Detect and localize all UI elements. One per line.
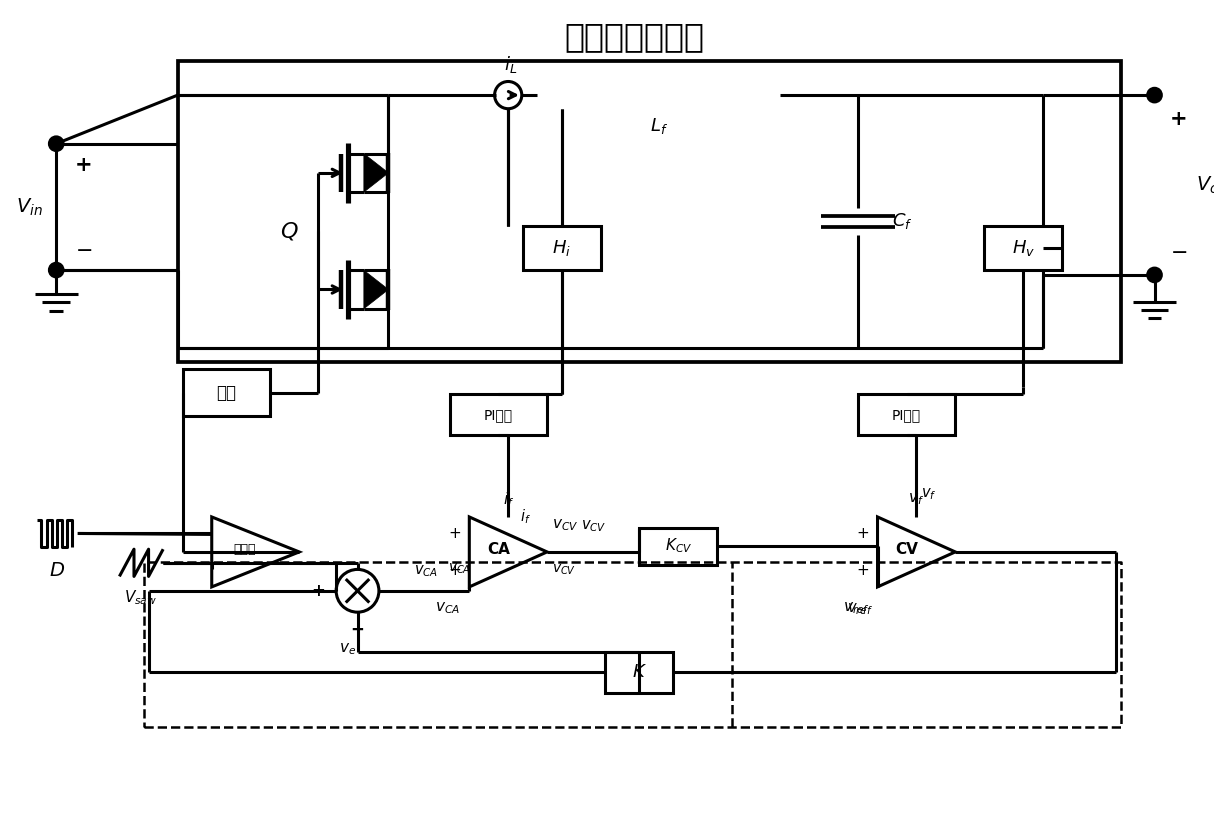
Text: $i_L$: $i_L$ (505, 53, 517, 75)
Text: $Q$: $Q$ (280, 220, 299, 242)
Text: $V_{in}$: $V_{in}$ (16, 196, 42, 218)
Bar (523, 227, 601, 270)
Text: PI补偿: PI补偿 (892, 408, 921, 422)
Text: $v_{ref}$: $v_{ref}$ (847, 602, 873, 617)
Text: $v_f$: $v_f$ (908, 492, 924, 507)
Bar (606, 652, 674, 693)
Bar (450, 394, 548, 435)
Polygon shape (364, 270, 388, 309)
Text: $V_o$: $V_o$ (1197, 174, 1214, 195)
Text: CA: CA (487, 542, 510, 557)
Bar (182, 369, 270, 416)
Circle shape (50, 264, 63, 277)
Text: $v_f$: $v_f$ (921, 487, 937, 502)
Text: $K$: $K$ (632, 663, 647, 681)
Text: +: + (448, 563, 461, 578)
Text: 电力电子变换器: 电力电子变换器 (565, 21, 704, 53)
Text: $v_{CA}$: $v_{CA}$ (448, 562, 471, 576)
Text: CV: CV (896, 542, 919, 557)
Text: 驱动: 驱动 (216, 383, 237, 401)
Text: $H_v$: $H_v$ (1011, 238, 1034, 258)
Bar (177, 61, 1121, 362)
Text: $i_f$: $i_f$ (520, 507, 531, 526)
Text: $-$: $-$ (1170, 241, 1187, 260)
Text: $i_f$: $i_f$ (503, 490, 514, 509)
Text: $C_f$: $C_f$ (892, 212, 913, 232)
Text: +: + (1170, 109, 1187, 130)
Text: $V_{saw}$: $V_{saw}$ (124, 589, 158, 608)
Text: $H_i$: $H_i$ (552, 238, 571, 258)
Text: +: + (857, 525, 869, 540)
Bar (858, 394, 955, 435)
Text: $K_{CV}$: $K_{CV}$ (664, 537, 692, 556)
Text: $v_{CA}$: $v_{CA}$ (414, 563, 437, 579)
Polygon shape (364, 154, 388, 192)
Text: $v_{CV}$: $v_{CV}$ (552, 562, 577, 576)
Text: $-$: $-$ (75, 239, 92, 259)
Bar (985, 227, 1062, 270)
Text: 比较器: 比较器 (234, 543, 256, 556)
Circle shape (50, 137, 63, 150)
Text: $D$: $D$ (50, 562, 66, 580)
Circle shape (1147, 89, 1162, 102)
Text: +: + (351, 621, 364, 639)
Text: PI补偿: PI补偿 (484, 408, 514, 422)
Text: +: + (448, 525, 461, 540)
Text: +: + (857, 563, 869, 578)
Text: $v_{CV}$: $v_{CV}$ (580, 519, 606, 534)
Text: $L_f$: $L_f$ (649, 117, 668, 136)
Text: $v_{CV}$: $v_{CV}$ (552, 517, 578, 533)
Text: +: + (312, 582, 325, 600)
Bar (640, 528, 717, 565)
Circle shape (1147, 268, 1162, 282)
Text: +: + (74, 155, 92, 175)
Text: $v_{ref}$: $v_{ref}$ (843, 600, 869, 616)
Text: $v_e$: $v_e$ (339, 641, 357, 657)
Text: $v_{CA}$: $v_{CA}$ (436, 600, 460, 616)
